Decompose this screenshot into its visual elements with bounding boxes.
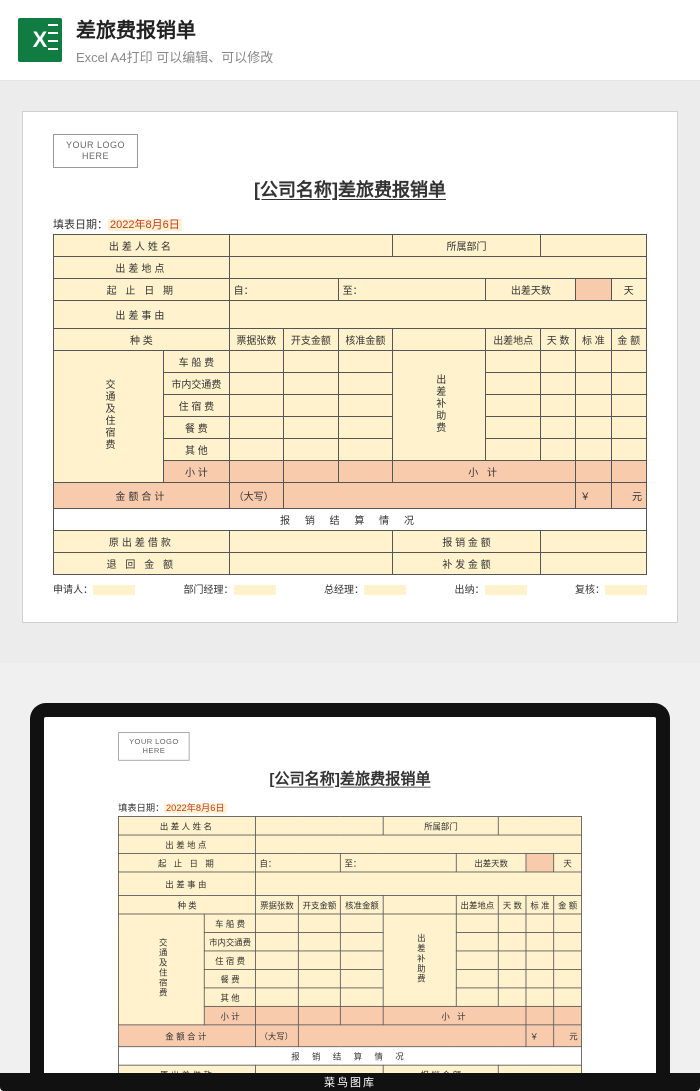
col-place2: 出差地点 — [486, 328, 540, 350]
label-place: 出差地点 — [119, 834, 256, 852]
fill-date: 填表日期：2022年8月6日 — [53, 216, 647, 232]
header-text: 差旅费报销单 Excel A4打印 可以编辑、可以修改 — [76, 14, 273, 66]
logo-placeholder: YOUR LOGO HERE — [53, 134, 138, 168]
col-amount: 金 额 — [611, 328, 646, 350]
col-standard: 标 准 — [526, 895, 554, 913]
daxie-label: （大写） — [256, 1024, 299, 1046]
kind-cell: 住 宿 费 — [204, 950, 255, 968]
reimburse-amt-label: 报 销 金 额 — [383, 1064, 498, 1072]
document-sheet: YOUR LOGO HERE [公司名称]差旅费报销单 填表日期：2022年8月… — [22, 111, 678, 623]
kind-cell: 市内交通费 — [164, 372, 230, 394]
kind-cell: 其 他 — [164, 438, 230, 460]
settlement-header: 报 销 结 算 情 况 — [54, 508, 647, 530]
col-days2: 天 数 — [540, 328, 575, 350]
col-kind: 种 类 — [54, 328, 230, 350]
sig-gm: 总经理： — [324, 581, 406, 596]
days-label: 出差天数 — [486, 278, 576, 300]
col-tickets: 票据张数 — [256, 895, 299, 913]
transport-lodging-header: 交通及住宿费 — [101, 379, 116, 451]
from-label: 自： — [229, 278, 338, 300]
col-standard: 标 准 — [576, 328, 611, 350]
kind-cell: 餐 费 — [164, 416, 230, 438]
col-expense: 开支金额 — [298, 895, 341, 913]
col-place2: 出差地点 — [456, 895, 499, 913]
logo-placeholder: YOUR LOGO HERE — [118, 732, 189, 760]
label-reason: 出差事由 — [54, 300, 230, 328]
col-days2: 天 数 — [499, 895, 527, 913]
subtotal-right: 小 计 — [383, 1006, 526, 1024]
days-label: 出差天数 — [456, 853, 526, 871]
kind-cell: 车 船 费 — [164, 350, 230, 372]
fill-date-value: 2022年8月6日 — [164, 803, 226, 813]
orig-loan-label: 原出差借款 — [54, 530, 230, 552]
allowance-header: 出差补助费 — [413, 933, 426, 983]
from-label: 自： — [256, 853, 341, 871]
label-place: 出差地点 — [54, 256, 230, 278]
expense-form-table: 出差人姓名 所属部门 出差地点 起 止 日 期 自： 至： 出差天数 天 出差事… — [53, 234, 647, 575]
allowance-header: 出差补助费 — [432, 374, 447, 434]
page-title: 差旅费报销单 — [76, 14, 273, 43]
page-subtitle: Excel A4打印 可以编辑、可以修改 — [76, 47, 273, 66]
col-approved: 核准金额 — [341, 895, 384, 913]
label-dates: 起 止 日 期 — [54, 278, 230, 300]
document-title: [公司名称]差旅费报销单 — [53, 176, 647, 202]
yen-symbol: ￥ — [526, 1024, 554, 1046]
total-label: 金额合计 — [119, 1024, 256, 1046]
label-reason: 出差事由 — [119, 871, 256, 895]
laptop-preview: YOUR LOGO HERE [公司名称]差旅费报销单 填表日期：2022年8月… — [0, 663, 700, 1091]
fill-date: 填表日期：2022年8月6日 — [118, 800, 582, 813]
label-dept: 所属部门 — [383, 816, 498, 834]
kind-cell: 小 计 — [164, 460, 230, 482]
page-header: 差旅费报销单 Excel A4打印 可以编辑、可以修改 — [0, 0, 700, 81]
signature-row: 申请人： 部门经理： 总经理： 出纳： 复核： — [53, 581, 647, 596]
laptop-brand: 菜鸟图库 — [324, 1074, 376, 1090]
col-expense: 开支金额 — [284, 328, 338, 350]
label-dates: 起 止 日 期 — [119, 853, 256, 871]
daxie-label: （大写） — [229, 482, 283, 508]
document-title: [公司名称]差旅费报销单 — [118, 767, 582, 789]
total-label: 金额合计 — [54, 482, 230, 508]
kind-cell: 其 他 — [204, 987, 255, 1005]
to-label: 至： — [341, 853, 456, 871]
refund-amt-label: 退 回 金 额 — [54, 552, 230, 574]
days-unit: 天 — [611, 278, 646, 300]
sig-dept-mgr: 部门经理： — [184, 581, 276, 596]
kind-cell: 车 船 费 — [204, 913, 255, 931]
laptop-base: 菜鸟图库 — [0, 1073, 700, 1091]
settlement-header: 报 销 结 算 情 况 — [119, 1046, 582, 1064]
subtotal-right: 小 计 — [393, 460, 576, 482]
kind-cell: 小 计 — [204, 1006, 255, 1024]
sig-reviewer: 复核： — [575, 581, 647, 596]
yuan-unit: 元 — [611, 482, 646, 508]
col-tickets: 票据张数 — [229, 328, 283, 350]
col-kind: 种 类 — [119, 895, 256, 913]
laptop-screen: YOUR LOGO HERE [公司名称]差旅费报销单 填表日期：2022年8月… — [30, 703, 670, 1073]
to-label: 至： — [338, 278, 486, 300]
supply-amt-label: 补 发 金 额 — [393, 552, 541, 574]
label-name: 出差人姓名 — [54, 234, 230, 256]
orig-loan-label: 原出差借款 — [119, 1064, 256, 1072]
reimburse-amt-label: 报 销 金 额 — [393, 530, 541, 552]
excel-icon — [18, 18, 62, 62]
yuan-unit: 元 — [554, 1024, 582, 1046]
yen-symbol: ￥ — [576, 482, 611, 508]
label-name: 出差人姓名 — [119, 816, 256, 834]
sig-cashier: 出纳： — [455, 581, 527, 596]
sig-applicant: 申请人： — [53, 581, 135, 596]
fill-date-value: 2022年8月6日 — [108, 219, 182, 231]
expense-form-table: 出差人姓名 所属部门 出差地点 起 止 日 期 自： 至： 出差天数 天 出差事… — [118, 815, 582, 1072]
col-approved: 核准金额 — [338, 328, 392, 350]
kind-cell: 住 宿 费 — [164, 394, 230, 416]
col-amount: 金 额 — [554, 895, 582, 913]
preview-stage: YOUR LOGO HERE [公司名称]差旅费报销单 填表日期：2022年8月… — [0, 81, 700, 663]
days-unit: 天 — [554, 853, 582, 871]
label-dept: 所属部门 — [393, 234, 541, 256]
document-sheet-small: YOUR LOGO HERE [公司名称]差旅费报销单 填表日期：2022年8月… — [93, 717, 607, 1073]
kind-cell: 市内交通费 — [204, 932, 255, 950]
kind-cell: 餐 费 — [204, 969, 255, 987]
